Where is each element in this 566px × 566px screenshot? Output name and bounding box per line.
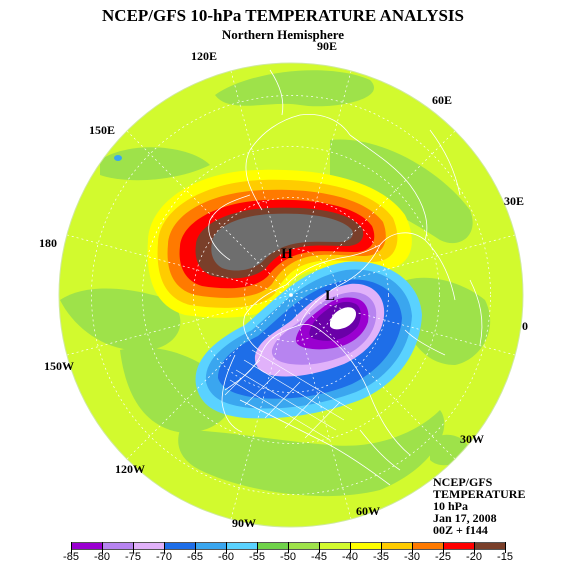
- info-model: NCEP/GFS: [433, 475, 493, 489]
- legend-swatch: [288, 542, 320, 550]
- lon-label-0: 0: [522, 319, 528, 333]
- field-green-patches: [60, 70, 491, 497]
- regional-grid: [224, 349, 353, 441]
- legend-swatch: [226, 542, 258, 550]
- legend-tick: [350, 542, 351, 553]
- lon-label-120e: 120E: [191, 49, 218, 63]
- legend-label: -40: [342, 551, 358, 563]
- lat-lon-grid: [66, 70, 516, 520]
- legend-tick: [102, 542, 103, 553]
- legend-swatch: [133, 542, 165, 550]
- info-level: 10 hPa: [433, 499, 469, 513]
- legend-tick: [133, 542, 134, 553]
- legend-label: -35: [373, 551, 389, 563]
- meridian-line: [290, 70, 352, 296]
- map-title: NCEP/GFS 10-hPa TEMPERATURE ANALYSIS: [102, 6, 464, 25]
- legend-tick: [257, 542, 258, 553]
- lon-label-90e: 90E: [317, 39, 338, 53]
- legend-label: -15: [497, 551, 513, 563]
- latitude-circle: [91, 95, 491, 495]
- legend-tick: [505, 542, 506, 553]
- info-date: Jan 17, 2008: [433, 511, 497, 525]
- legend-swatch: [102, 542, 134, 550]
- meridian-line: [230, 294, 292, 520]
- legend-swatch: [350, 542, 382, 550]
- legend-label: -60: [218, 551, 234, 563]
- legend-swatch: [195, 542, 227, 550]
- legend-label: -55: [249, 551, 265, 563]
- color-legend: -85 -80 -75 -70 -65 -60 -55 -50 -45 -40 -35 -30 -25 -…: [57, 539, 517, 566]
- meridian-line: [290, 294, 352, 520]
- legend-tick: [288, 542, 289, 553]
- legend-label: -85: [63, 551, 79, 563]
- legend-swatch: [257, 542, 289, 550]
- legend-swatch: [474, 542, 506, 550]
- meridian-line: [230, 70, 292, 296]
- lon-label-180: 180: [39, 236, 57, 250]
- legend-swatch: [319, 542, 351, 550]
- info-variable: TEMPERATURE: [433, 487, 526, 501]
- temperature-field: [59, 63, 523, 527]
- info-block: NCEP/GFS TEMPERATURE 10 hPa Jan 17, 2008…: [433, 476, 525, 536]
- legend-swatch: [71, 542, 103, 550]
- legend-tick: [443, 542, 444, 553]
- legend-tick: [195, 542, 196, 553]
- lon-label-60e: 60E: [432, 93, 453, 107]
- cold-spot: [114, 155, 122, 161]
- legend-swatch: [412, 542, 444, 550]
- warm-ridge-contours: [147, 169, 412, 318]
- legend-tick: [164, 542, 165, 553]
- latitude-circle: [142, 146, 440, 444]
- legend-label: -70: [156, 551, 172, 563]
- meridian-line: [290, 294, 456, 460]
- legend-tick: [71, 542, 72, 553]
- legend-label: -30: [404, 551, 420, 563]
- legend-tick: [381, 542, 382, 553]
- meridian-line: [290, 130, 456, 296]
- info-forecast: 00Z + f144: [433, 523, 488, 537]
- legend-swatch: [381, 542, 413, 550]
- legend-label: -50: [280, 551, 296, 563]
- legend-tick: [412, 542, 413, 553]
- lon-label-90w: 90W: [232, 516, 256, 530]
- latitude-circle: [244, 248, 338, 342]
- lon-label-150w: 150W: [44, 359, 74, 373]
- lon-label-30e: 30E: [504, 194, 525, 208]
- meridian-line: [290, 294, 516, 356]
- legend-tick: [319, 542, 320, 553]
- low-marker: L: [325, 288, 335, 304]
- meridian-line: [66, 234, 292, 296]
- lon-label-60w: 60W: [356, 504, 380, 518]
- lon-label-120w: 120W: [115, 462, 145, 476]
- legend-swatch: [443, 542, 475, 550]
- hemisphere-edge: [58, 62, 524, 528]
- coastlines: [208, 69, 483, 486]
- meridian-line: [126, 294, 292, 460]
- meridian-line: [126, 130, 292, 296]
- meridian-line: [290, 234, 516, 296]
- legend-label: -80: [94, 551, 110, 563]
- legend-label: -45: [311, 551, 327, 563]
- legend-label: -75: [125, 551, 141, 563]
- high-marker: H: [281, 246, 293, 262]
- legend-tick: [226, 542, 227, 553]
- legend-label: -20: [466, 551, 482, 563]
- lon-label-30w: 30W: [460, 432, 484, 446]
- legend-label: -25: [435, 551, 451, 563]
- lon-label-150e: 150E: [89, 123, 116, 137]
- legend-swatch: [164, 542, 196, 550]
- meridian-line: [66, 294, 292, 356]
- latitude-circle: [193, 197, 389, 393]
- legend-tick: [474, 542, 475, 553]
- map-subtitle: Northern Hemisphere: [221, 27, 345, 42]
- legend-label: -65: [187, 551, 203, 563]
